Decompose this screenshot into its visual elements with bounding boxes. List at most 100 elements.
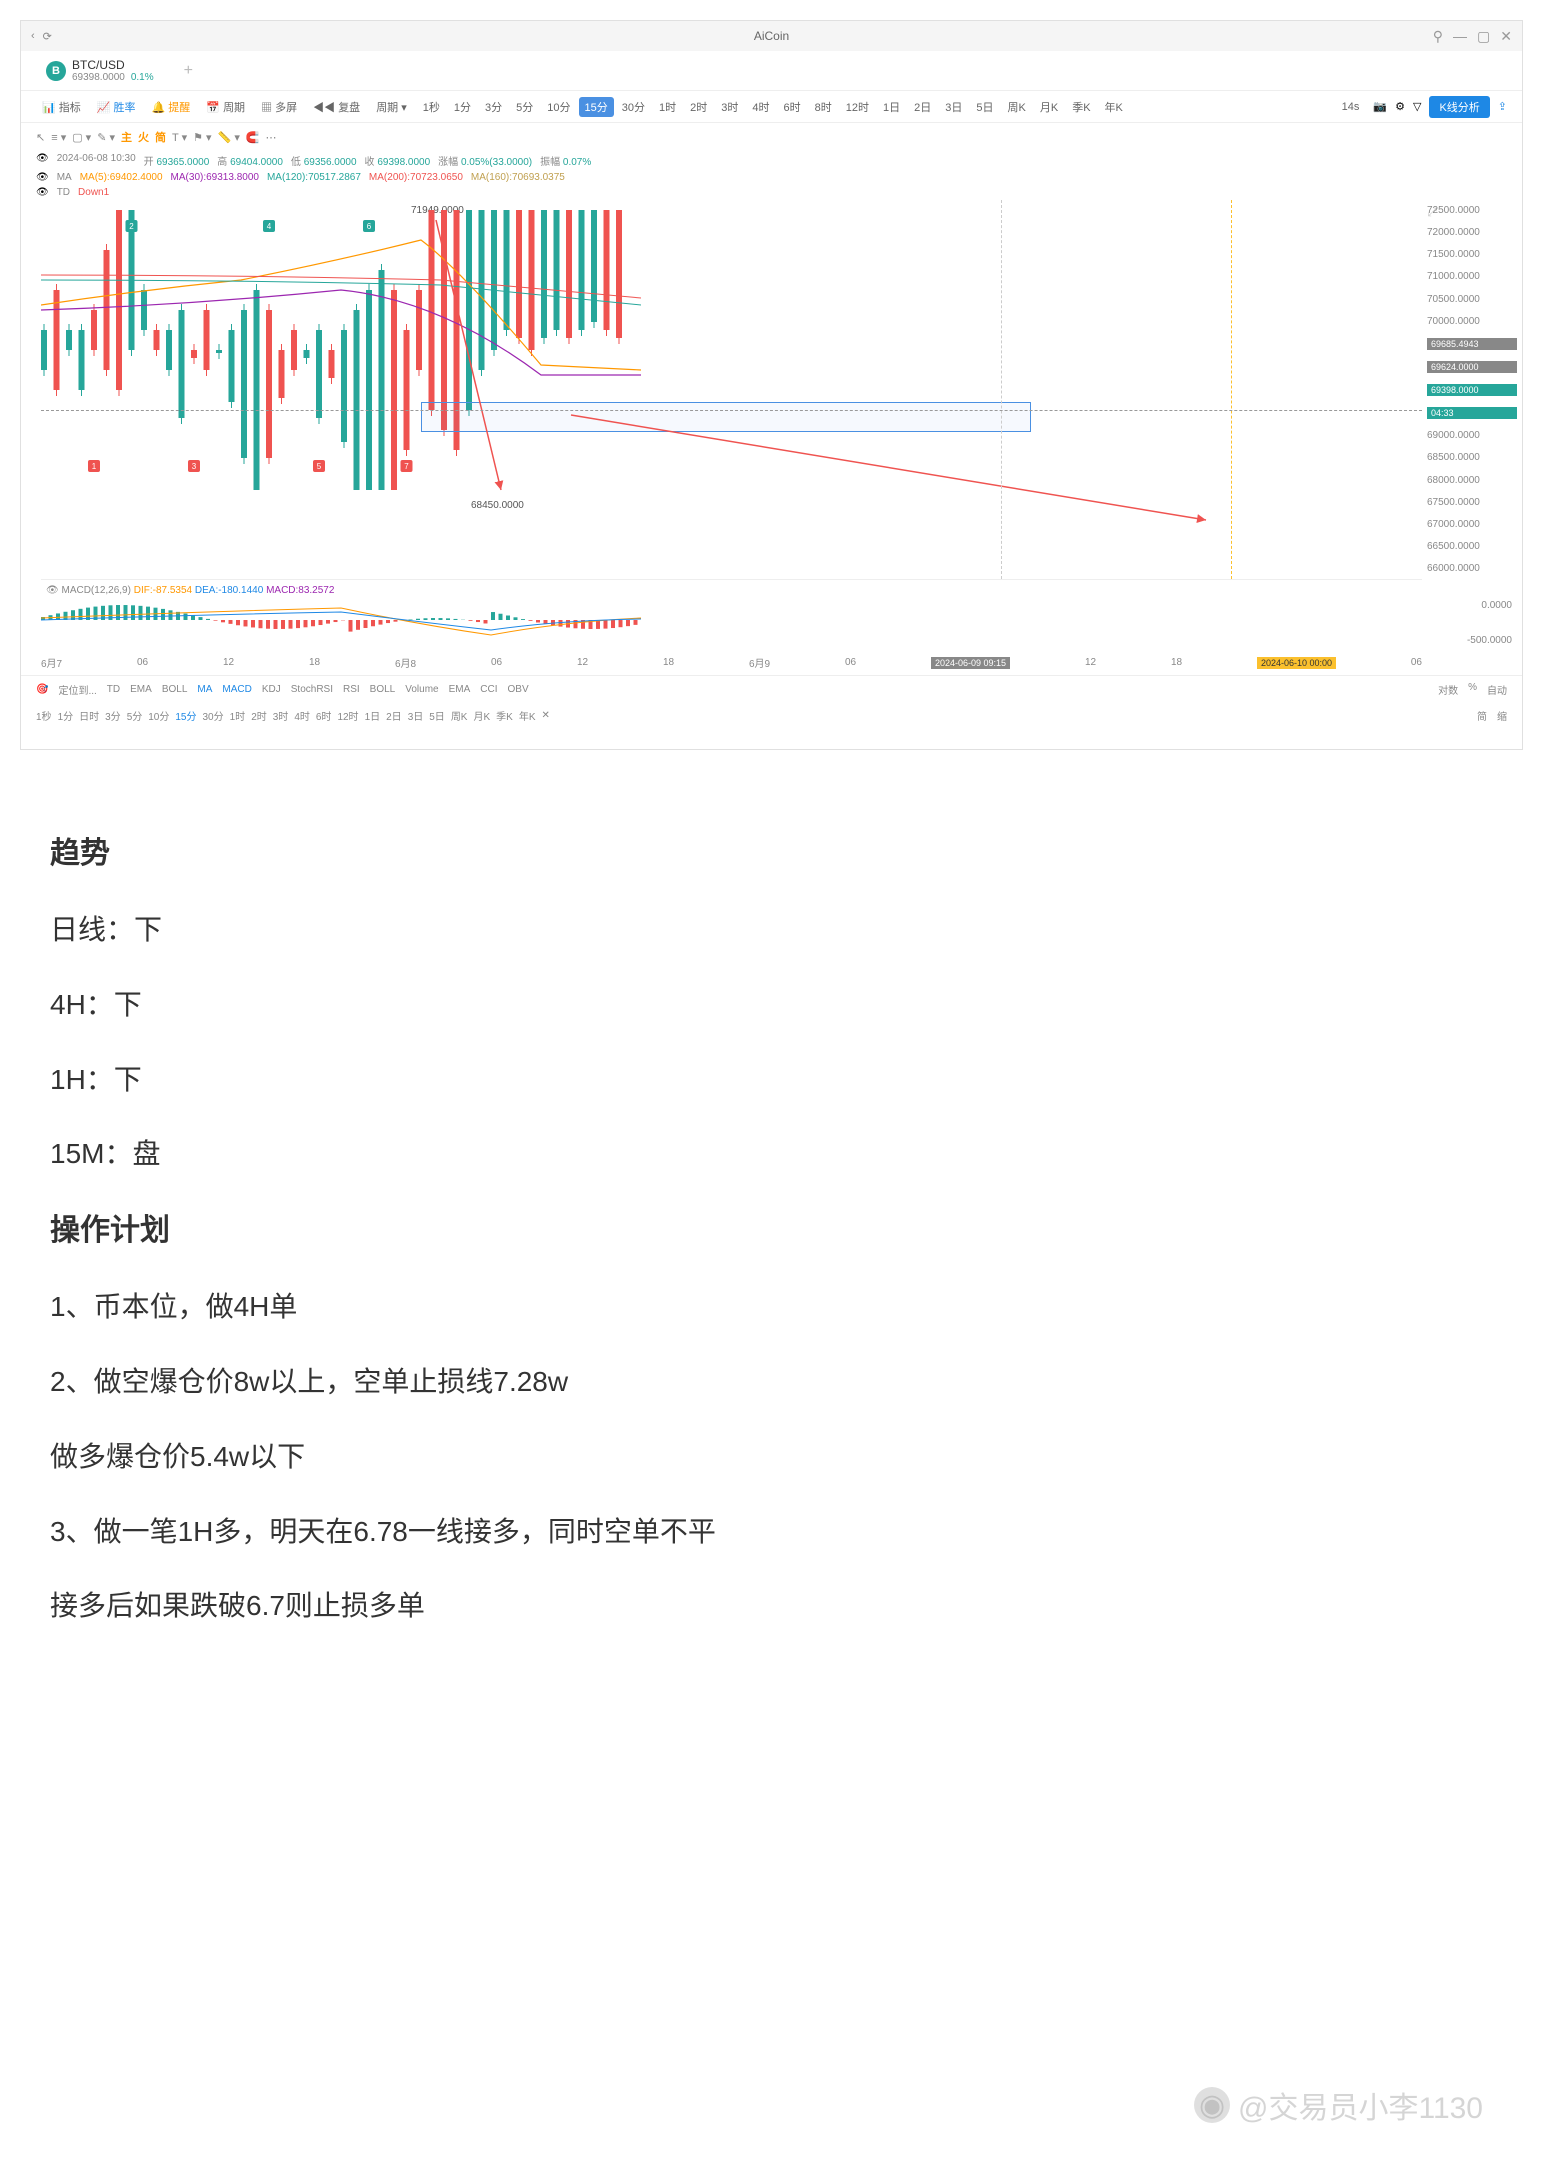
ind-CCI[interactable]: CCI: [480, 684, 497, 695]
analysis-button[interactable]: K线分析: [1429, 96, 1489, 118]
tf2-15分[interactable]: 15分: [175, 708, 196, 723]
tf-2日[interactable]: 2日: [908, 97, 937, 117]
rect-icon[interactable]: ▢ ▾: [72, 131, 91, 144]
tf-1时[interactable]: 1时: [653, 97, 682, 117]
tf2-6时[interactable]: 6时: [316, 708, 332, 723]
ind-TD[interactable]: TD: [107, 684, 120, 695]
tf-5日[interactable]: 5日: [970, 97, 999, 117]
ind-BOLL[interactable]: BOLL: [162, 684, 188, 695]
tb-period[interactable]: 📅 周期: [200, 97, 251, 117]
tb-period2[interactable]: 周期 ▾: [370, 97, 413, 117]
tf-3时[interactable]: 3时: [715, 97, 744, 117]
shrink-btn[interactable]: 缩: [1497, 708, 1507, 723]
line-icon[interactable]: ≡ ▾: [51, 131, 66, 144]
ind-BOLL[interactable]: BOLL: [370, 684, 396, 695]
filter-icon[interactable]: ▽: [1413, 100, 1421, 113]
close-tf-icon[interactable]: ✕: [542, 710, 550, 721]
text-icon[interactable]: T ▾: [172, 131, 187, 144]
tf-15分[interactable]: 15分: [579, 97, 614, 117]
ind-EMA[interactable]: EMA: [130, 684, 152, 695]
tb-indicator[interactable]: 📊 指标: [36, 97, 87, 117]
tb-alert[interactable]: 🔔 提醒: [146, 97, 197, 117]
tf-3分[interactable]: 3分: [479, 97, 508, 117]
tf-1秒[interactable]: 1秒: [417, 97, 446, 117]
ind-KDJ[interactable]: KDJ: [262, 684, 281, 695]
add-tab-icon[interactable]: +: [184, 62, 193, 80]
tf2-2日[interactable]: 2日: [386, 708, 402, 723]
cursor-icon[interactable]: ↖: [36, 131, 45, 144]
tf2-30分[interactable]: 30分: [203, 708, 224, 723]
refresh-icon[interactable]: ⟳: [43, 30, 52, 43]
sub-main[interactable]: 主: [121, 129, 132, 145]
pct-btn[interactable]: %: [1468, 682, 1477, 697]
tf2-季K[interactable]: 季K: [496, 708, 513, 723]
tf-3日[interactable]: 3日: [939, 97, 968, 117]
tf2-1分[interactable]: 1分: [58, 708, 74, 723]
ruler-icon[interactable]: 📏 ▾: [218, 131, 240, 144]
tf2-3时[interactable]: 3时: [273, 708, 289, 723]
locate-label[interactable]: 定位到...: [58, 682, 96, 697]
tf2-日时[interactable]: 日时: [79, 708, 99, 723]
ind-OBV[interactable]: OBV: [508, 684, 529, 695]
camera-icon[interactable]: 📷: [1373, 100, 1387, 113]
tf2-10分[interactable]: 10分: [148, 708, 169, 723]
flag-icon[interactable]: ⚑ ▾: [193, 131, 211, 144]
tb-replay[interactable]: ◀◀ 复盘: [307, 97, 366, 117]
ind-EMA[interactable]: EMA: [449, 684, 471, 695]
tf2-1日[interactable]: 1日: [365, 708, 381, 723]
tf-周K[interactable]: 周K: [1002, 97, 1032, 117]
tf-1分[interactable]: 1分: [448, 97, 477, 117]
price-chart[interactable]: ⤢ 71949.0000 68450.0000 1234567 72500.00…: [41, 200, 1422, 580]
tf2-5分[interactable]: 5分: [127, 708, 143, 723]
eye-icon[interactable]: 👁: [36, 153, 49, 168]
ind-Volume[interactable]: Volume: [405, 684, 438, 695]
tf-月K[interactable]: 月K: [1034, 97, 1064, 117]
tf2-3日[interactable]: 3日: [408, 708, 424, 723]
pair-tab[interactable]: B BTC/USD 69398.0000 0.1%: [36, 54, 164, 87]
tf2-2时[interactable]: 2时: [251, 708, 267, 723]
eye-icon[interactable]: 👁: [46, 585, 59, 596]
brush-icon[interactable]: ✎ ▾: [97, 131, 115, 144]
tf-8时[interactable]: 8时: [809, 97, 838, 117]
ind-MA[interactable]: MA: [197, 684, 212, 695]
magnet-icon[interactable]: 🧲: [246, 131, 260, 144]
tf2-12时[interactable]: 12时: [337, 708, 358, 723]
share-icon[interactable]: ⇪: [1498, 100, 1507, 113]
tf2-4时[interactable]: 4时: [294, 708, 310, 723]
search-icon[interactable]: ⚲: [1433, 28, 1443, 45]
tf-2时[interactable]: 2时: [684, 97, 713, 117]
tf2-周K[interactable]: 周K: [451, 708, 468, 723]
tf-12时[interactable]: 12时: [840, 97, 875, 117]
log-btn[interactable]: 对数: [1438, 682, 1458, 697]
tf2-5日[interactable]: 5日: [429, 708, 445, 723]
ind-MACD[interactable]: MACD: [222, 684, 251, 695]
tf-30分[interactable]: 30分: [616, 97, 651, 117]
close-icon[interactable]: ✕: [1500, 28, 1512, 45]
minimize-icon[interactable]: —: [1453, 28, 1467, 45]
eye-icon[interactable]: 👁: [36, 172, 49, 183]
auto-btn[interactable]: 自动: [1487, 682, 1507, 697]
tf-10分[interactable]: 10分: [541, 97, 576, 117]
sub-simple[interactable]: 简: [155, 129, 166, 145]
tf2-1秒[interactable]: 1秒: [36, 708, 52, 723]
tf-4时[interactable]: 4时: [746, 97, 775, 117]
tf2-3分[interactable]: 3分: [105, 708, 121, 723]
more-icon[interactable]: ⋯: [266, 131, 277, 144]
tb-winrate[interactable]: 📈 胜率: [91, 97, 142, 117]
ind-RSI[interactable]: RSI: [343, 684, 360, 695]
sub-fire[interactable]: 火: [138, 129, 149, 145]
tf-5分[interactable]: 5分: [510, 97, 539, 117]
tf-季K[interactable]: 季K: [1066, 97, 1096, 117]
tf-6时[interactable]: 6时: [778, 97, 807, 117]
tf-年K[interactable]: 年K: [1099, 97, 1129, 117]
tf2-年K[interactable]: 年K: [519, 708, 536, 723]
ind-StochRSI[interactable]: StochRSI: [291, 684, 333, 695]
tf2-1时[interactable]: 1时: [230, 708, 246, 723]
tb-multi[interactable]: ▦ 多屏: [255, 97, 303, 117]
eye-icon[interactable]: 👁: [36, 187, 49, 198]
settings-icon[interactable]: ⚙: [1395, 100, 1405, 113]
tf-1日[interactable]: 1日: [877, 97, 906, 117]
back-icon[interactable]: ‹: [31, 30, 35, 42]
tf2-月K[interactable]: 月K: [473, 708, 490, 723]
maximize-icon[interactable]: ▢: [1477, 28, 1490, 45]
